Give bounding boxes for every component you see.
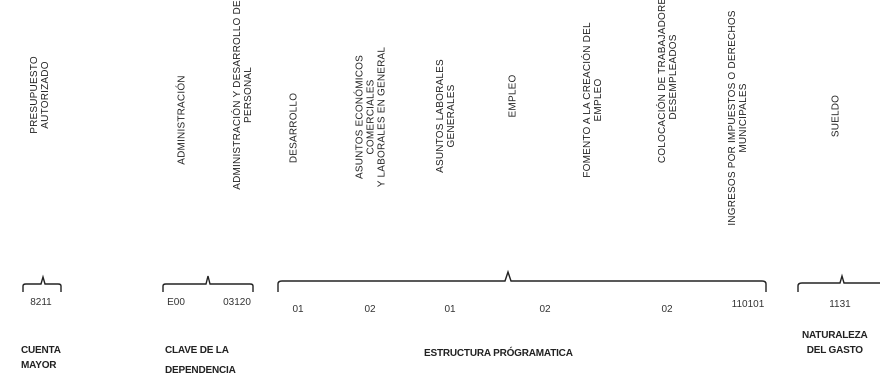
brace-clave xyxy=(162,275,254,292)
code-02-colocacion: 02 xyxy=(661,304,673,315)
code-03120: 03120 xyxy=(223,297,251,308)
code-02-asuntos-economicos: 02 xyxy=(364,304,376,315)
code-02-empleo: 02 xyxy=(539,304,551,315)
label-naturaleza-gasto: NATURALEZA DEL GASTO xyxy=(802,330,868,356)
brace-cuenta xyxy=(22,274,62,292)
code-01-asuntos-laborales: 01 xyxy=(444,304,456,315)
code-1131: 1131 xyxy=(829,299,851,310)
brace-estructura xyxy=(277,269,767,292)
label-cuenta-mayor: CUENTA MAYOR xyxy=(21,345,61,371)
code-01-desarrollo: 01 xyxy=(292,304,304,315)
label-estructura-programatica: ESTRUCTURA PRÓGRAMATICA xyxy=(424,348,573,359)
code-8211: 8211 xyxy=(30,297,52,308)
code-e00: E00 xyxy=(167,297,185,308)
code-110101: 110101 xyxy=(731,299,765,310)
brace-naturaleza xyxy=(797,273,880,292)
label-clave-dependencia: CLAVE DE LA DEPENDENCIA xyxy=(165,345,236,376)
